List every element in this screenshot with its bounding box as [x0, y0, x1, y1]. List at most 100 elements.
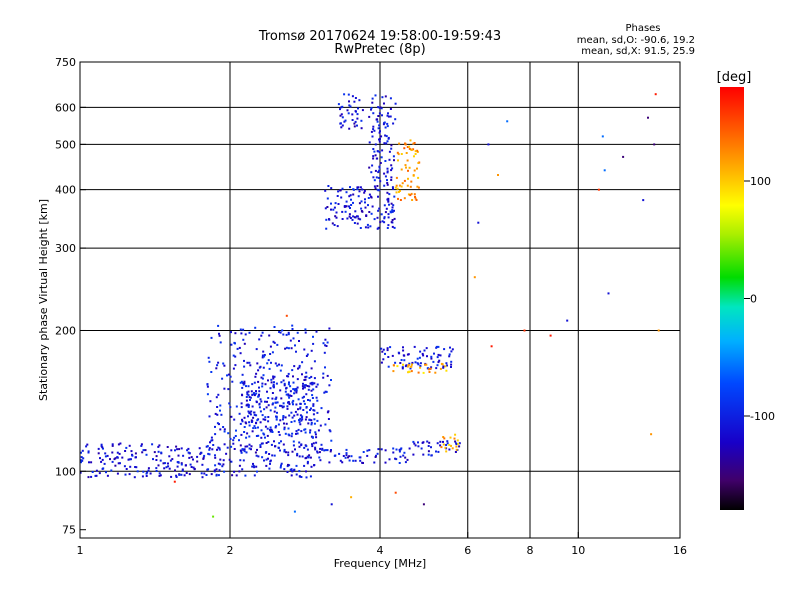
echo-point — [287, 347, 290, 350]
echo-point — [264, 418, 267, 421]
echo-point — [330, 449, 332, 451]
echo-point — [316, 451, 319, 454]
echo-point — [288, 464, 291, 467]
echo-point — [163, 467, 166, 470]
echo-point — [391, 206, 394, 209]
echo-point — [243, 382, 246, 385]
echo-point — [333, 224, 336, 226]
echo-point — [185, 472, 188, 474]
echo-point — [171, 458, 174, 461]
echo-point — [390, 179, 393, 181]
x-tick-label: 6 — [464, 544, 471, 557]
echo-point — [386, 198, 389, 201]
echo-point — [279, 404, 281, 407]
echo-point — [381, 114, 383, 117]
echo-point — [129, 465, 132, 468]
echo-point — [230, 331, 232, 334]
echo-point — [310, 421, 313, 424]
y-tick-label: 75 — [62, 524, 76, 537]
x-tick-label: 8 — [527, 544, 534, 557]
echo-point — [305, 416, 308, 419]
echo-point — [239, 381, 242, 384]
echo-point — [254, 326, 257, 329]
echo-point — [287, 331, 290, 334]
echo-point — [130, 450, 133, 453]
echo-point — [272, 375, 275, 378]
echo-point — [316, 399, 319, 402]
echo-point — [398, 450, 401, 453]
echo-point — [125, 446, 128, 449]
echo-point — [378, 165, 381, 168]
echo-point — [304, 376, 307, 379]
echo-point — [216, 406, 219, 408]
echo-point — [210, 371, 213, 373]
echo-point — [400, 359, 403, 361]
echo-point — [349, 194, 352, 197]
echo-point — [426, 355, 428, 358]
echo-point — [416, 185, 419, 188]
echo-point — [607, 292, 610, 295]
echo-point — [348, 213, 351, 216]
echo-point — [294, 410, 297, 413]
echo-point — [309, 475, 312, 478]
echo-point — [208, 415, 211, 418]
echo-point — [215, 468, 218, 471]
echo-point — [251, 405, 254, 408]
echo-point — [381, 96, 384, 99]
echo-point — [313, 382, 316, 385]
echo-point — [198, 447, 201, 450]
echo-point — [128, 473, 131, 476]
echo-point — [291, 328, 294, 330]
echo-point — [90, 475, 93, 478]
echo-point — [262, 374, 265, 377]
echo-point — [100, 460, 103, 463]
echo-point — [368, 141, 371, 144]
echo-point — [412, 142, 415, 145]
echo-point — [303, 464, 306, 467]
echo-point — [267, 379, 269, 382]
echo-point — [267, 397, 270, 399]
echo-point — [370, 107, 373, 110]
echo-point — [327, 185, 330, 187]
echo-point — [386, 191, 389, 194]
echo-point — [247, 390, 250, 393]
echo-point — [419, 365, 422, 367]
echo-point — [306, 462, 309, 465]
echo-point — [407, 177, 409, 180]
echo-point — [293, 392, 296, 395]
echo-point — [417, 176, 420, 179]
echo-point — [230, 460, 233, 463]
echo-point — [360, 200, 363, 203]
x-axis-label: Frequency [MHz] — [334, 557, 426, 570]
echo-point — [435, 345, 438, 348]
echo-point — [310, 389, 313, 392]
echo-point — [566, 319, 569, 322]
echo-point — [372, 148, 375, 150]
echo-point — [413, 142, 416, 144]
echo-point — [383, 184, 386, 187]
echo-point — [343, 205, 346, 208]
echo-point — [316, 419, 319, 422]
echo-point — [313, 409, 316, 412]
echo-point — [302, 409, 305, 411]
echo-point — [417, 445, 420, 448]
echo-point — [311, 443, 313, 446]
echo-point — [372, 128, 375, 131]
echo-point — [282, 402, 285, 405]
echo-point — [406, 184, 409, 187]
echo-point — [303, 379, 306, 381]
echo-point — [174, 469, 176, 472]
echo-point — [371, 164, 374, 167]
echo-point — [241, 418, 243, 421]
echo-point — [324, 189, 327, 192]
echo-point — [136, 470, 139, 473]
echo-point — [385, 142, 388, 145]
echo-point — [125, 468, 128, 470]
echo-point — [373, 179, 376, 182]
echo-point — [278, 363, 280, 366]
echo-point — [110, 469, 113, 472]
echo-point — [269, 409, 272, 412]
echo-point — [270, 381, 273, 384]
echo-point — [276, 343, 279, 346]
echo-point — [391, 210, 394, 213]
